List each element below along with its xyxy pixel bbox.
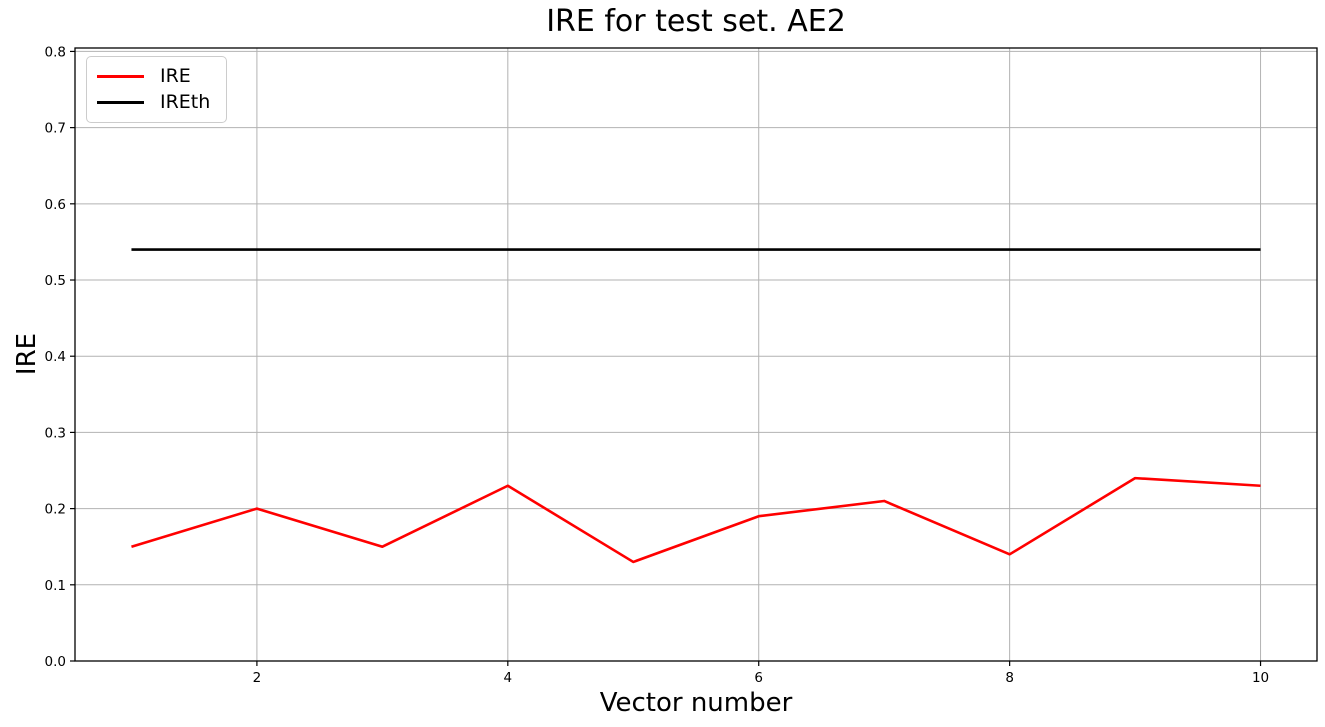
ire-line (131, 476, 1261, 564)
legend-item-ire: IRE (97, 67, 216, 86)
x-tick-label: 6 (754, 670, 763, 686)
x-tick-label: 4 (504, 670, 513, 686)
legend-line-sample-ireth (97, 100, 144, 104)
legend-line-sample-ire (97, 75, 144, 79)
y-tick-label: 0.0 (45, 654, 66, 670)
y-tick-label: 0.6 (45, 197, 66, 213)
chart-title: IRE for test set. AE2 (546, 4, 846, 39)
x-axis-label: Vector number (599, 688, 793, 718)
legend: IRE IREth (86, 56, 227, 123)
legend-label-ire: IRE (160, 65, 191, 88)
legend-item-ireth: IREth (97, 90, 216, 113)
y-tick-label: 0.2 (45, 502, 66, 518)
y-tick-label: 0.3 (45, 425, 66, 441)
x-tick-label: 2 (253, 670, 262, 686)
y-tick-label: 0.8 (45, 44, 66, 60)
x-tick-label: 10 (1252, 670, 1269, 686)
y-tick-label: 0.5 (45, 273, 66, 289)
y-tick-label: 0.7 (45, 121, 66, 137)
y-tick-label: 0.1 (45, 578, 66, 594)
legend-label-ireth: IREth (160, 90, 211, 113)
axes-border (74, 47, 1318, 662)
x-tick-label: 8 (1005, 670, 1014, 686)
y-tick-label: 0.4 (45, 349, 66, 365)
